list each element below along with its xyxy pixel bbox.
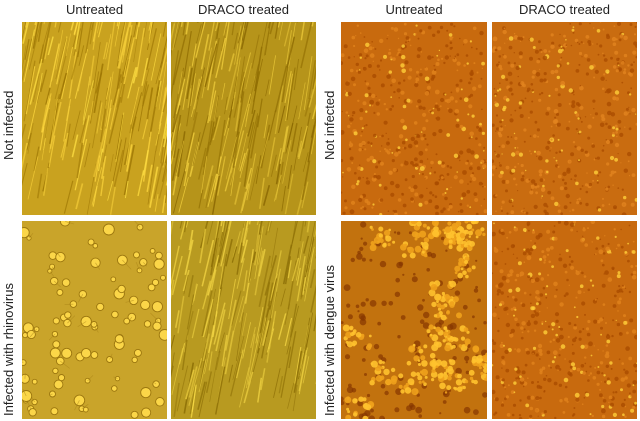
left-row-label-not-infected: Not infected bbox=[1, 90, 16, 160]
right-header-draco-treated: DRACO treated bbox=[518, 2, 611, 17]
micrograph-left-rhinovirus-draco-treated bbox=[171, 221, 316, 419]
right-row-label-not-infected: Not infected bbox=[322, 90, 337, 160]
right-header-untreated: Untreated bbox=[385, 2, 443, 17]
left-header-draco-treated: DRACO treated bbox=[197, 2, 290, 17]
micrograph-right-dengue-untreated bbox=[341, 221, 487, 419]
right-row-label-dengue: Infected with dengue virus bbox=[322, 264, 337, 416]
micrograph-left-not-infected-untreated bbox=[22, 22, 167, 215]
left-header-untreated: Untreated bbox=[65, 2, 124, 17]
micrograph-left-rhinovirus-untreated bbox=[22, 221, 167, 419]
left-row-label-rhinovirus: Infected with rhinovirus bbox=[1, 283, 16, 416]
micrograph-left-not-infected-draco-treated bbox=[171, 22, 316, 215]
micrograph-right-not-infected-untreated bbox=[341, 22, 487, 215]
micrograph-right-dengue-draco-treated bbox=[492, 221, 637, 419]
micrograph-right-not-infected-draco-treated bbox=[492, 22, 637, 215]
